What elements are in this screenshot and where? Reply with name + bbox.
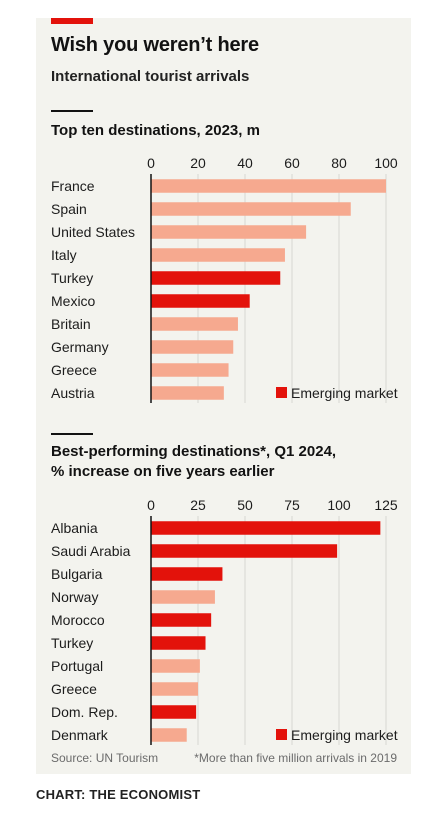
category-label-united-states: United States — [51, 224, 135, 240]
category-label-britain: Britain — [51, 316, 91, 332]
x-tick-label: 100 — [374, 155, 398, 171]
category-label-germany: Germany — [51, 339, 109, 355]
category-label-bulgaria: Bulgaria — [51, 566, 103, 582]
bar-dom-rep — [151, 705, 197, 719]
chart-2-title-line-1: Best-performing destinations*, Q1 2024, — [51, 443, 337, 460]
legend-label: Emerging market — [291, 385, 398, 401]
category-label-turkey: Turkey — [51, 270, 93, 286]
x-tick-label: 0 — [147, 155, 155, 171]
x-tick-label: 20 — [190, 155, 206, 171]
chart-credit: CHART: THE ECONOMIST — [36, 787, 201, 802]
legend-label: Emerging market — [291, 727, 398, 743]
bar-norway — [151, 590, 215, 604]
page-subtitle: International tourist arrivals — [51, 68, 250, 85]
category-label-greece: Greece — [51, 681, 97, 697]
bar-morocco — [151, 613, 212, 627]
bar-turkey — [151, 636, 206, 650]
bar-spain — [151, 202, 351, 216]
chart-2-title-line-2: % increase on five years earlier — [51, 463, 275, 480]
legend-swatch — [276, 387, 287, 398]
category-label-spain: Spain — [51, 201, 87, 217]
x-tick-label: 40 — [237, 155, 253, 171]
bar-turkey — [151, 271, 281, 285]
category-label-albania: Albania — [51, 520, 98, 536]
bar-italy — [151, 248, 285, 262]
bar-denmark — [151, 728, 187, 742]
bar-united-states — [151, 225, 307, 239]
economist-red-tag — [51, 18, 93, 24]
category-label-austria: Austria — [51, 385, 95, 401]
bar-albania — [151, 521, 381, 535]
category-label-morocco: Morocco — [51, 612, 105, 628]
page-title: Wish you weren’t here — [51, 34, 259, 56]
x-tick-label: 25 — [190, 497, 206, 513]
chart-top-destinations: 0 20 40 60 80 100 France Spain United States Ital… — [51, 155, 398, 403]
chart-best-performing: 0 25 50 75 100 125 Albania Saudi Arabia Bulgaria… — [51, 497, 398, 745]
x-tick-label: 50 — [237, 497, 253, 513]
bar-saudi-arabia — [151, 544, 338, 558]
bar-austria — [151, 386, 224, 400]
chart-1-title: Top ten destinations, 2023, m — [51, 122, 260, 139]
chart-2-rule — [51, 433, 93, 435]
x-tick-label: 0 — [147, 497, 155, 513]
bar-greece — [151, 682, 198, 696]
x-tick-label: 125 — [374, 497, 398, 513]
bar-britain — [151, 317, 238, 331]
x-tick-label: 80 — [331, 155, 347, 171]
legend-swatch — [276, 729, 287, 740]
chart-1-rule — [51, 110, 93, 112]
bar-portugal — [151, 659, 200, 673]
bar-mexico — [151, 294, 250, 308]
bar-greece — [151, 363, 229, 377]
category-label-norway: Norway — [51, 589, 98, 605]
category-label-mexico: Mexico — [51, 293, 96, 309]
category-label-italy: Italy — [51, 247, 77, 263]
category-label-greece: Greece — [51, 362, 97, 378]
category-label-saudi-arabia: Saudi Arabia — [51, 543, 131, 559]
bar-bulgaria — [151, 567, 223, 581]
category-label-denmark: Denmark — [51, 727, 109, 743]
category-label-france: France — [51, 178, 95, 194]
category-label-dom-rep: Dom. Rep. — [51, 704, 118, 720]
footnote: *More than five million arrivals in 2019 — [194, 751, 397, 765]
x-tick-label: 75 — [284, 497, 300, 513]
source-note: Source: UN Tourism — [51, 751, 159, 765]
x-tick-label: 100 — [327, 497, 351, 513]
bar-france — [151, 179, 386, 193]
x-tick-label: 60 — [284, 155, 300, 171]
category-label-portugal: Portugal — [51, 658, 103, 674]
bar-germany — [151, 340, 234, 354]
category-label-turkey: Turkey — [51, 635, 93, 651]
